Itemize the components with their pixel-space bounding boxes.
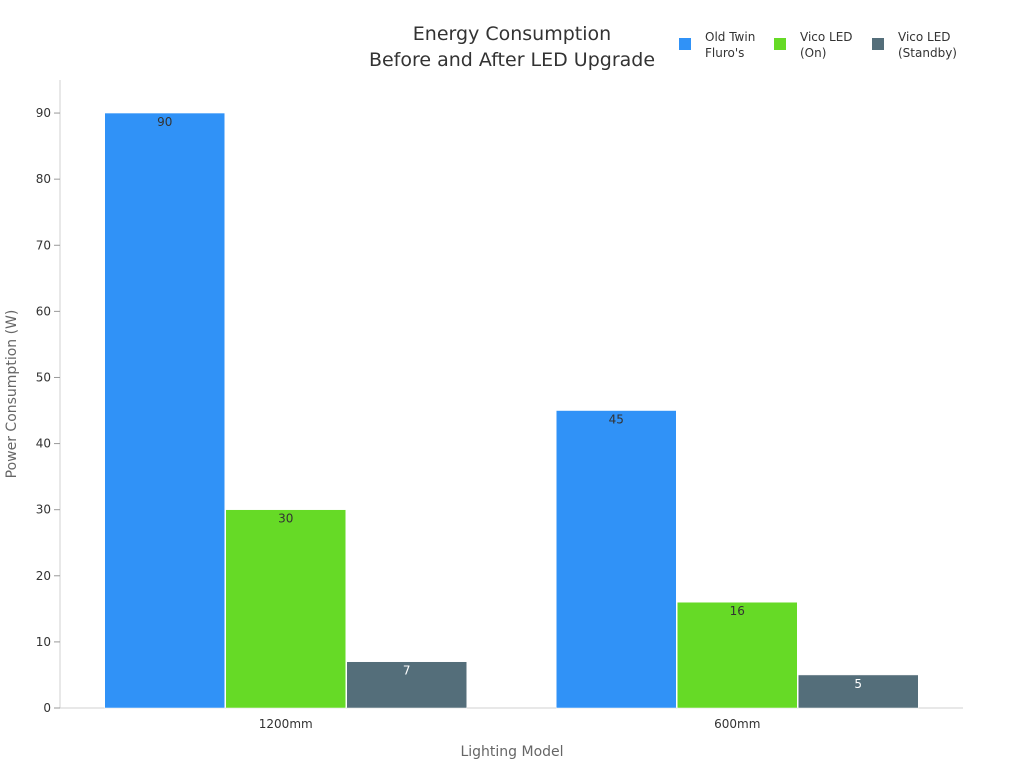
bar-value-label: 5 [854, 677, 862, 691]
y-tick-label: 90 [36, 106, 51, 120]
legend-item: Old Twin Fluro's [679, 30, 755, 60]
chart-title: Energy Consumption Before and After LED … [369, 23, 655, 71]
y-tick-label: 10 [36, 635, 51, 649]
y-tick-label: 80 [36, 172, 51, 186]
x-tick-label: 1200mm [259, 717, 313, 731]
bar-value-label: 16 [730, 604, 745, 618]
y-axis-title: Power Consumption (W) [4, 310, 20, 479]
x-tick-label: 600mm [714, 717, 760, 731]
legend-swatch [872, 38, 884, 50]
legend: Old Twin Fluro's Vico LED (On) Vico LED (Stan… [679, 30, 957, 60]
bar [677, 601, 798, 709]
legend-label: Vico LED [898, 30, 951, 44]
bar-value-label: 7 [403, 664, 411, 678]
y-tick-label: 40 [36, 437, 51, 451]
y-tick-label: 30 [36, 503, 51, 517]
y-tick-label: 0 [43, 701, 51, 715]
chart-title-line-2: Before and After LED Upgrade [369, 49, 655, 71]
legend-label: Vico LED [800, 30, 853, 44]
y-tick-label: 20 [36, 569, 51, 583]
legend-item: Vico LED (Standby) [872, 30, 957, 60]
legend-swatch [774, 38, 786, 50]
legend-swatch [679, 38, 691, 50]
bar [104, 112, 225, 709]
chart-title-line-1: Energy Consumption [413, 23, 611, 45]
bar-value-label: 45 [609, 413, 624, 427]
y-tick-label: 60 [36, 304, 51, 318]
plot-area: 0 10 20 30 40 50 60 70 80 90 90 30 7 1200mm 45 16 5 600mm [36, 80, 963, 731]
x-axis-title: Lighting Model [460, 744, 563, 760]
bar [346, 661, 467, 709]
legend-label: Old Twin [705, 30, 755, 44]
legend-item: Vico LED (On) [774, 30, 853, 60]
bar-value-label: 90 [157, 115, 172, 129]
y-tick-label: 50 [36, 370, 51, 384]
legend-label: Fluro's [705, 46, 744, 60]
bar-value-label: 30 [278, 512, 293, 526]
legend-label: (On) [800, 46, 826, 60]
bar [556, 410, 677, 709]
bar [798, 674, 919, 709]
legend-label: (Standby) [898, 46, 957, 60]
bar [225, 509, 346, 709]
y-tick-label: 70 [36, 238, 51, 252]
